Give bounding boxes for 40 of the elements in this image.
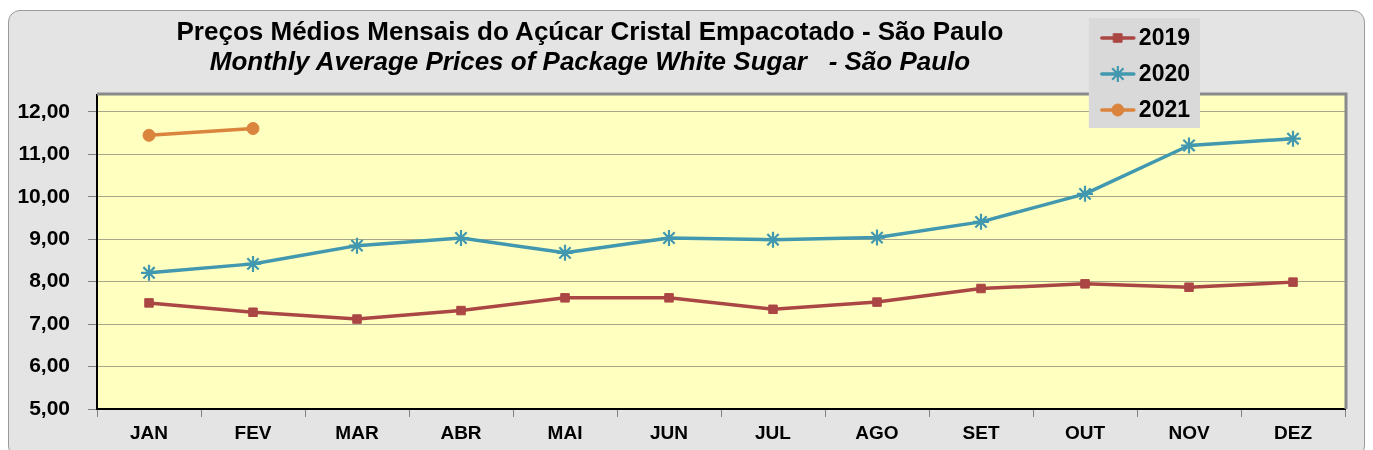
point xyxy=(1181,137,1197,154)
y-tick-label: 9,00 xyxy=(29,226,70,250)
x-tick-label: OUT xyxy=(1064,421,1106,443)
x-tick-label: MAI xyxy=(547,421,583,443)
y-tick-label: 7,00 xyxy=(29,310,70,334)
y-tick-label: 12,00 xyxy=(17,98,70,122)
x-tick-label: DEZ xyxy=(1274,421,1313,443)
x-tick-label: JUL xyxy=(755,421,792,443)
chart-title: Preços Médios Mensais do Açúcar Cristal Empacotado - São Paulo xyxy=(176,16,1004,46)
point xyxy=(246,122,260,136)
y-tick-label: 5,00 xyxy=(29,395,70,419)
point xyxy=(142,128,156,142)
point xyxy=(872,297,882,307)
y-tick-label: 11,00 xyxy=(18,141,70,165)
point xyxy=(144,298,154,308)
point xyxy=(352,314,362,324)
x-tick-label: SET xyxy=(962,421,1000,443)
point xyxy=(1288,277,1298,287)
y-tick-label: 10,00 xyxy=(17,183,70,207)
y-tick-label: 8,00 xyxy=(29,268,70,292)
point xyxy=(560,293,570,303)
point xyxy=(768,304,778,315)
legend-label: 2020 xyxy=(1138,60,1191,87)
point xyxy=(456,305,466,316)
x-tick-label: JAN xyxy=(129,421,169,443)
legend-label: 2021 xyxy=(1138,96,1191,123)
point xyxy=(248,307,258,317)
point xyxy=(664,293,674,303)
y-tick-label: 6,00 xyxy=(29,353,70,377)
legend-label: 2019 xyxy=(1138,24,1191,51)
x-tick-label: AGO xyxy=(855,421,899,443)
x-tick-label: MAR xyxy=(335,421,379,443)
point xyxy=(976,283,986,294)
chart-subtitle: Monthly Average Prices of Package White Sugar - São Paulo xyxy=(209,46,971,76)
x-tick-label: ABR xyxy=(440,421,482,443)
x-tick-label: FEV xyxy=(234,421,272,443)
point xyxy=(1184,282,1194,292)
x-tick-label: JUN xyxy=(649,421,689,443)
x-tick-label: NOV xyxy=(1168,421,1210,443)
point xyxy=(1080,279,1090,289)
